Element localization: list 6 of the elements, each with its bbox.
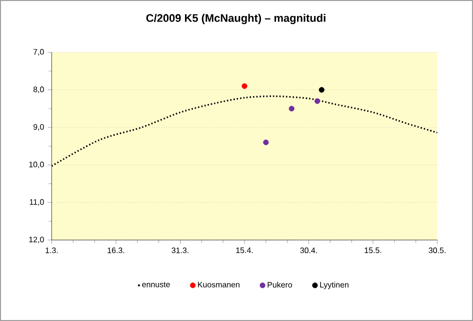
point — [288, 106, 294, 112]
point — [314, 98, 320, 104]
chart-title: C/2009 K5 (McNaught) – magnitudi — [146, 14, 326, 24]
point — [263, 140, 269, 146]
point — [318, 87, 324, 93]
point — [242, 83, 248, 89]
